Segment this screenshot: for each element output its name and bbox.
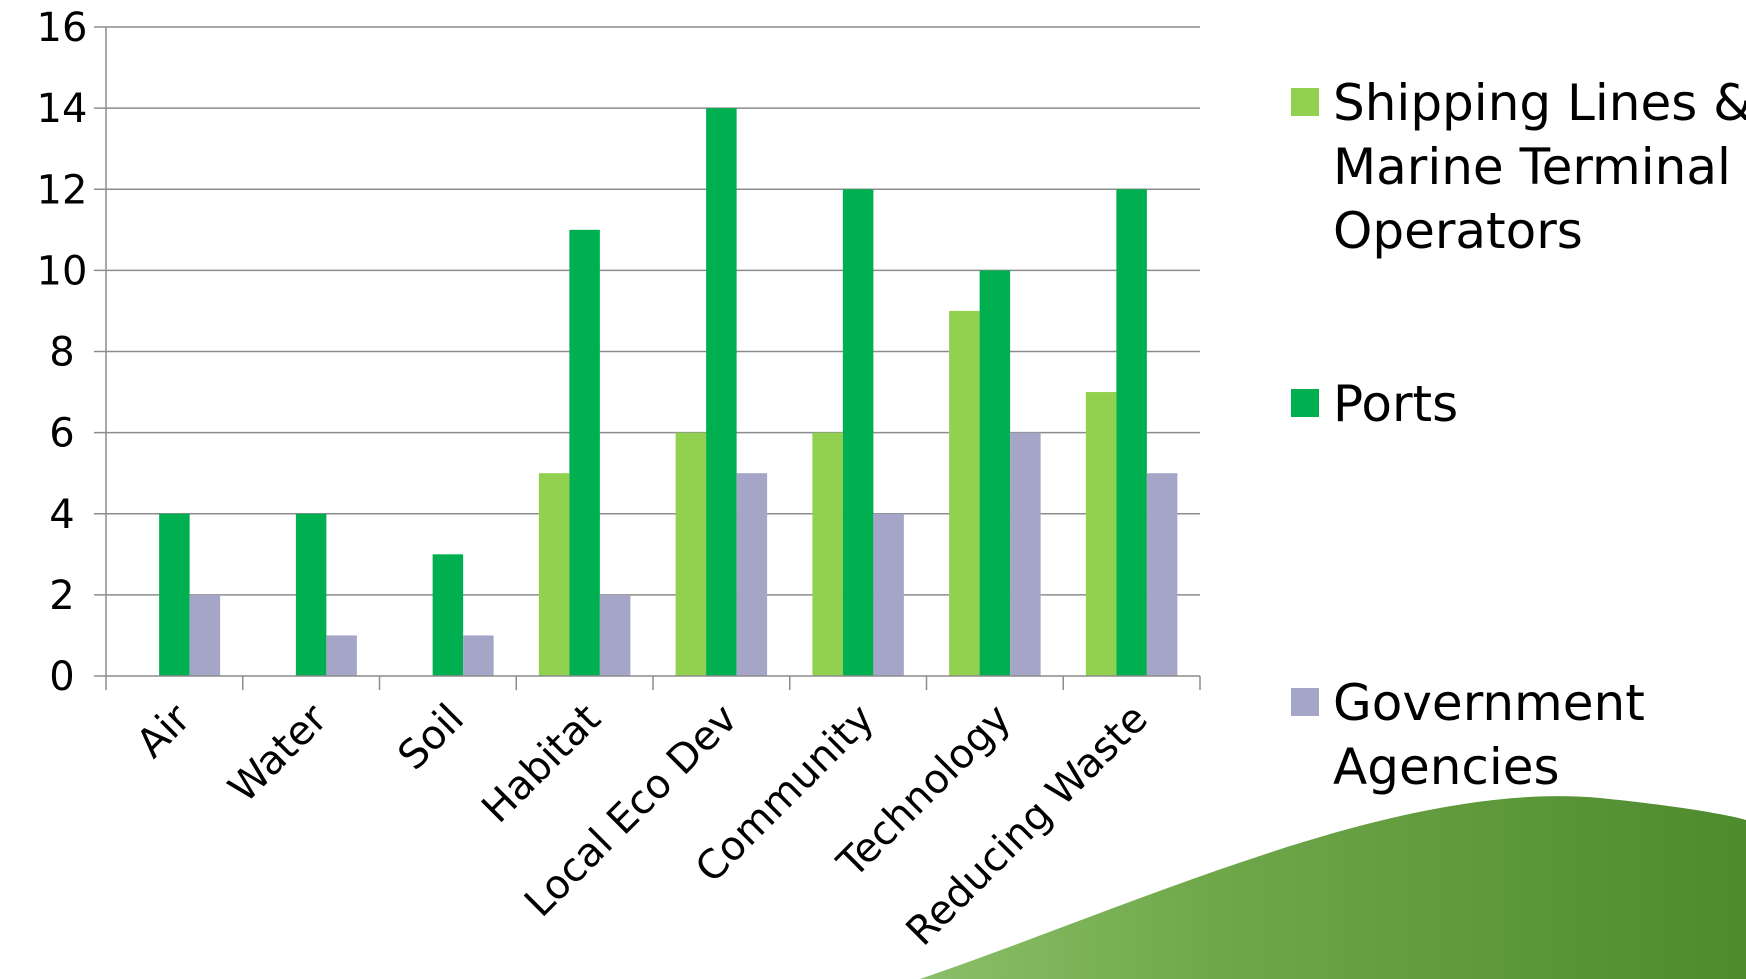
legend-label: Operators <box>1333 202 1583 260</box>
y-tick-label: 6 <box>49 411 74 457</box>
y-tick-label: 10 <box>37 248 88 294</box>
bar-air-1 <box>159 513 190 676</box>
bar-local-eco-dev-1 <box>706 108 737 676</box>
y-tick-labels: 0 2 4 6 8 10 12 14 16 <box>37 5 88 700</box>
bar-reducing-waste-2 <box>1146 473 1178 676</box>
bar-habitat-0 <box>538 473 570 676</box>
x-tick-label: Soil <box>389 696 473 780</box>
legend-label: Ports <box>1333 375 1458 433</box>
bar-reducing-waste-0 <box>1085 392 1117 676</box>
bar-community-0 <box>812 432 843 676</box>
y-tick-label: 8 <box>49 330 74 376</box>
bar-air-2 <box>189 594 221 676</box>
legend-swatch <box>1291 389 1319 417</box>
x-tick-label: Water <box>220 695 337 812</box>
legend-label: Shipping Lines & <box>1333 74 1746 132</box>
x-tick-label: Habitat <box>473 696 609 832</box>
legend: Shipping Lines & Marine Terminal Operators… <box>1291 74 1746 796</box>
bars <box>159 108 1178 676</box>
bar-water-2 <box>326 635 357 676</box>
bar-community-1 <box>842 189 874 676</box>
y-tick-label: 2 <box>49 573 74 619</box>
y-tick-label: 16 <box>37 5 88 51</box>
bar-community-2 <box>873 513 904 676</box>
y-tick-label: 12 <box>37 167 88 213</box>
bar-reducing-waste-1 <box>1116 189 1147 676</box>
bar-local-eco-dev-2 <box>736 473 768 676</box>
bar-habitat-2 <box>599 594 631 676</box>
bar-technology-2 <box>1010 432 1041 676</box>
bar-technology-0 <box>949 310 980 676</box>
bar-water-1 <box>295 513 327 676</box>
axes <box>94 26 1201 690</box>
legend-swatch <box>1291 688 1319 716</box>
bar-local-eco-dev-0 <box>675 432 707 676</box>
bar-technology-1 <box>979 270 1011 676</box>
legend-label: Government <box>1333 674 1645 732</box>
legend-label: Marine Terminal <box>1333 138 1731 196</box>
x-tick-label: Air <box>128 695 200 767</box>
bar-habitat-1 <box>569 229 600 676</box>
bar-soil-1 <box>432 554 464 676</box>
y-tick-label: 0 <box>49 654 74 700</box>
bar-soil-2 <box>463 635 494 676</box>
y-tick-label: 14 <box>37 86 88 132</box>
decorative-swoosh <box>920 796 1746 979</box>
legend-swatch <box>1291 88 1319 116</box>
legend-label: Agencies <box>1333 738 1560 796</box>
y-tick-label: 4 <box>49 492 74 538</box>
